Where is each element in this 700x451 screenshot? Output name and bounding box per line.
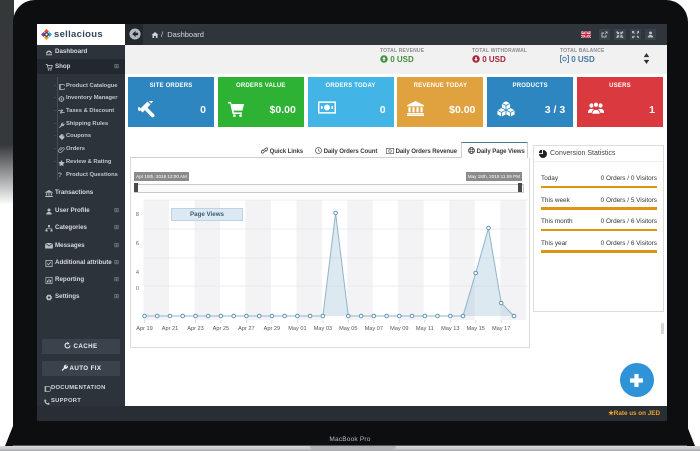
svg-text:May 03: May 03 xyxy=(314,326,332,332)
svg-text:May 13: May 13 xyxy=(441,326,459,332)
svg-text:May 01: May 01 xyxy=(288,326,306,332)
svg-text:Apr 23: Apr 23 xyxy=(187,326,203,332)
svg-text:8: 8 xyxy=(136,212,139,218)
svg-text:6: 6 xyxy=(136,241,139,247)
svg-text:Apr 25: Apr 25 xyxy=(213,326,229,332)
svg-text:0: 0 xyxy=(136,286,139,292)
svg-text:May 07: May 07 xyxy=(365,326,383,332)
svg-text:May 05: May 05 xyxy=(339,326,357,332)
svg-text:Apr 21: Apr 21 xyxy=(162,326,178,332)
svg-text:Apr 27: Apr 27 xyxy=(238,326,254,332)
svg-text:May 09: May 09 xyxy=(390,326,408,332)
svg-text:4: 4 xyxy=(136,270,139,276)
svg-text:May 15: May 15 xyxy=(467,326,485,332)
svg-text:Apr 29: Apr 29 xyxy=(264,326,280,332)
svg-text:May 17: May 17 xyxy=(492,326,510,332)
svg-text:Apr 19: Apr 19 xyxy=(136,326,152,332)
svg-text:May 11: May 11 xyxy=(416,326,434,332)
